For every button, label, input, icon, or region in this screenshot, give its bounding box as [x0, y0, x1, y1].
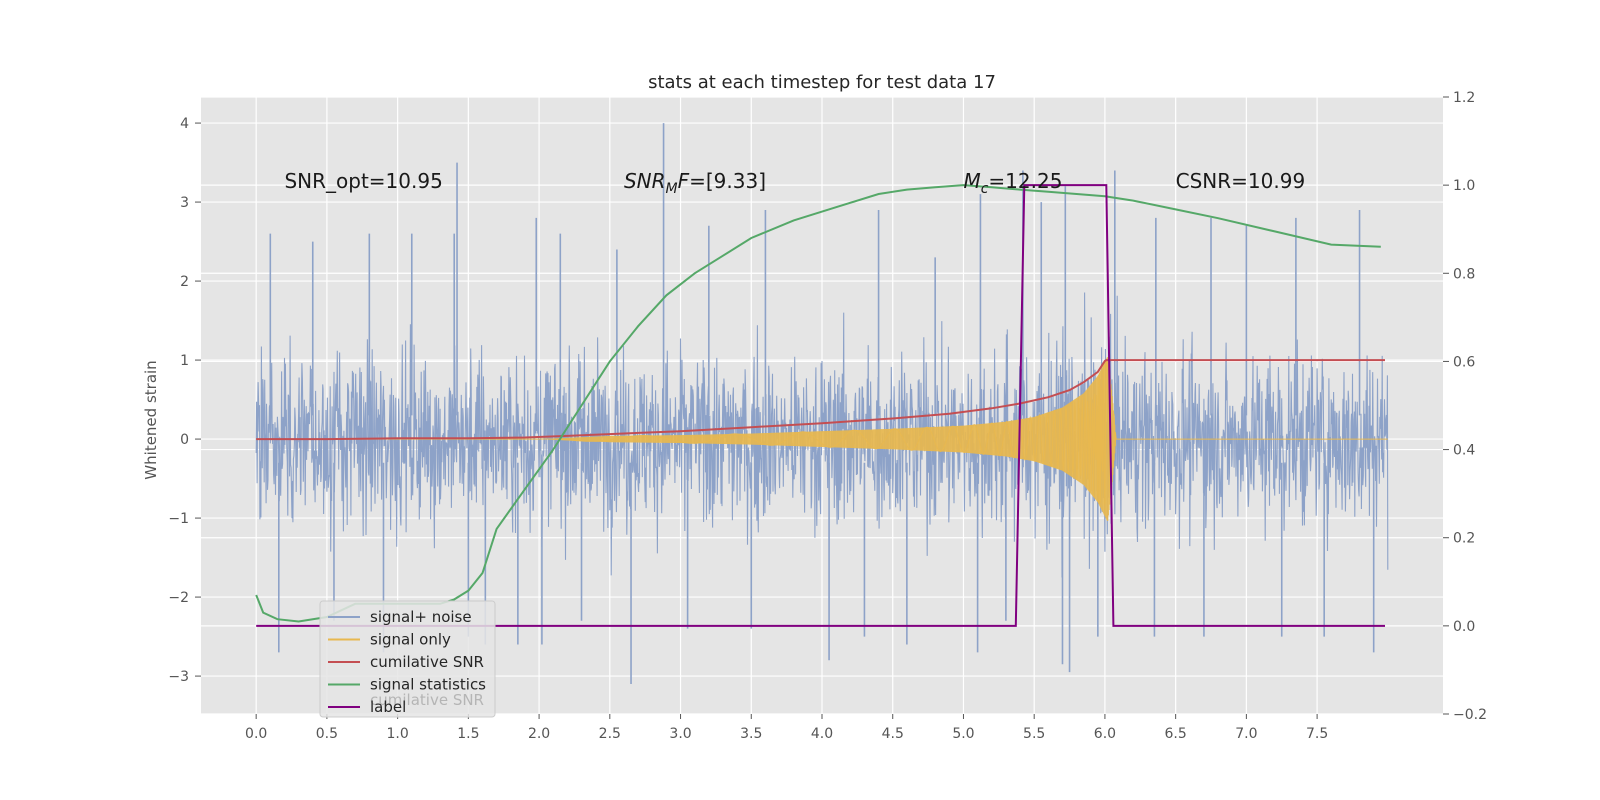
x-tick-label: 1.5 — [457, 726, 479, 742]
x-tick-label: 3.5 — [740, 726, 762, 742]
x-tick-label: 5.0 — [952, 726, 974, 742]
x-tick-label: 4.0 — [811, 726, 833, 742]
cumilative-snr-line — [256, 359, 1385, 441]
x-tick-label: 3.0 — [669, 726, 691, 742]
legend-entry: label — [370, 698, 406, 716]
annotation-text: Mc=12.25 — [963, 169, 1062, 197]
x-tick-label: 2.5 — [599, 726, 621, 742]
legend-box — [319, 600, 496, 718]
y2-tick-label: 0.8 — [1453, 266, 1475, 282]
x-tick-label: 0.5 — [316, 726, 338, 742]
x-tick-label: 7.5 — [1306, 726, 1328, 742]
y2-tick-label: 0.2 — [1453, 531, 1475, 547]
legend-entry: signal only — [370, 631, 451, 649]
y2-tick-label: 0.0 — [1453, 619, 1475, 635]
chart-title: stats at each timestep for test data 17 — [648, 72, 996, 93]
y-tick-label: −3 — [168, 669, 189, 685]
x-tick-label: 5.5 — [1023, 726, 1045, 742]
y2-tick-label: 1.2 — [1453, 90, 1475, 106]
legend-entry: signal+ noise — [370, 608, 472, 626]
y2-tick-label: 1.0 — [1453, 178, 1475, 194]
annotation-layer: SNR_opt=10.95 SNRMF=[9.33] Mc=12.25 CSNR=10… — [284, 169, 1305, 197]
y2-tick-label: 0.4 — [1453, 443, 1475, 459]
legend: cumilative SNR signal+ noise signal only cu… — [319, 600, 496, 718]
annotation-text: SNRMF=[9.33] — [624, 169, 766, 197]
y-tick-label: −2 — [168, 590, 189, 606]
annotation-text: SNR_opt=10.95 — [284, 169, 442, 193]
y-tick-label: 1 — [180, 353, 189, 369]
signal-noise-line — [255, 292, 1389, 578]
x-tick-label: 4.5 — [882, 726, 904, 742]
x-tick-label: 7.0 — [1235, 726, 1257, 742]
x-tick-label: 0.0 — [245, 726, 267, 742]
x-tick-label: 2.0 — [528, 726, 550, 742]
y-tick-label: 3 — [180, 195, 189, 211]
label-line — [256, 184, 1385, 627]
x-tick-label: 6.5 — [1165, 726, 1187, 742]
legend-entry: cumilative SNR — [370, 653, 484, 671]
x-tick-label: 6.0 — [1094, 726, 1116, 742]
y-axis-label: Whitened strain — [142, 360, 160, 479]
y2-tick-label: 0.6 — [1453, 354, 1475, 370]
y2-tick-label: −0.2 — [1453, 707, 1487, 723]
axis-layer: 0.0 0.5 1.0 1.5 2.0 2.5 3.0 3.5 4.0 4.5 5.0 5.5 6.0 6… — [168, 90, 1487, 742]
y-tick-label: 4 — [180, 116, 189, 132]
x-tick-label: 1.0 — [386, 726, 408, 742]
legend-overlap-text: cumilative SNR — [370, 691, 484, 709]
y-tick-label: −1 — [168, 511, 189, 527]
legend-entry: signal statistics — [370, 676, 486, 694]
annotation-text: CSNR=10.99 — [1176, 169, 1306, 193]
y-tick-label: 0 — [180, 432, 189, 448]
y-tick-label: 2 — [180, 274, 189, 290]
